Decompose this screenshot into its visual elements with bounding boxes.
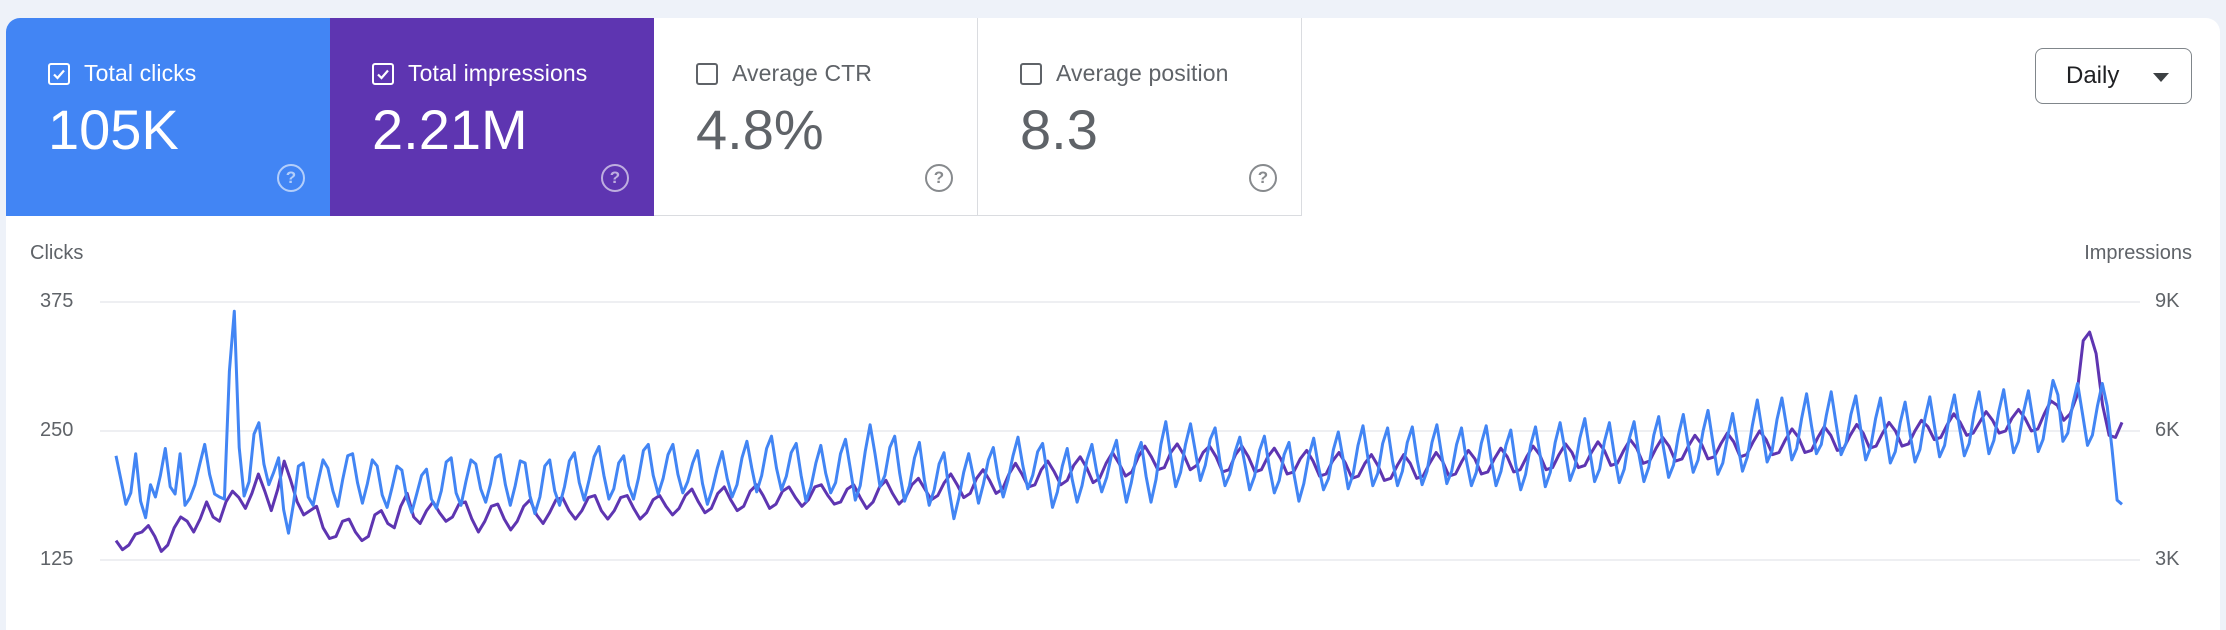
left-axis-title: Clicks (30, 242, 84, 264)
metric-card-average-ctr[interactable]: Average CTR 4.8% ? (654, 18, 978, 216)
metric-value: 105K (48, 98, 179, 161)
clicks-series-line (114, 309, 2123, 535)
granularity-selected: Daily (2066, 62, 2120, 89)
help-icon[interactable]: ? (601, 164, 629, 192)
metric-value: 4.8% (696, 98, 824, 161)
caret-down-icon (2153, 73, 2169, 82)
help-icon[interactable]: ? (925, 164, 953, 192)
checkbox-checked-icon[interactable] (372, 62, 394, 85)
right-tick-label: 6K (2155, 419, 2180, 441)
metric-card-total-clicks[interactable]: Total clicks 105K ? (6, 18, 330, 216)
metric-cards: Total clicks 105K ? Total impressions 2.… (6, 18, 1302, 216)
left-tick-label: 375 (40, 290, 74, 312)
metric-card-total-impressions[interactable]: Total impressions 2.21M ? (330, 18, 654, 216)
checkbox-checked-icon[interactable] (48, 62, 70, 85)
metric-value: 8.3 (1020, 98, 1098, 161)
metric-label: Total impressions (408, 60, 588, 86)
right-axis-title: Impressions (2084, 242, 2192, 264)
right-tick-label: 9K (2155, 290, 2180, 312)
help-icon[interactable]: ? (277, 164, 305, 192)
metric-label: Total clicks (84, 60, 197, 86)
checkbox-unchecked-icon[interactable] (696, 62, 718, 85)
right-tick-label: 3K (2155, 548, 2180, 570)
metric-label: Average CTR (732, 60, 873, 86)
help-icon[interactable]: ? (1249, 164, 1277, 192)
metric-value: 2.21M (372, 98, 528, 161)
granularity-dropdown[interactable]: Daily (2035, 48, 2192, 104)
performance-panel: Total clicks 105K ? Total impressions 2.… (6, 18, 2220, 630)
checkbox-unchecked-icon[interactable] (1020, 62, 1042, 85)
left-tick-label: 125 (40, 548, 74, 570)
left-tick-label: 250 (40, 419, 74, 441)
metric-card-average-position[interactable]: Average position 8.3 ? (978, 18, 1302, 216)
metric-label: Average position (1056, 60, 1229, 86)
